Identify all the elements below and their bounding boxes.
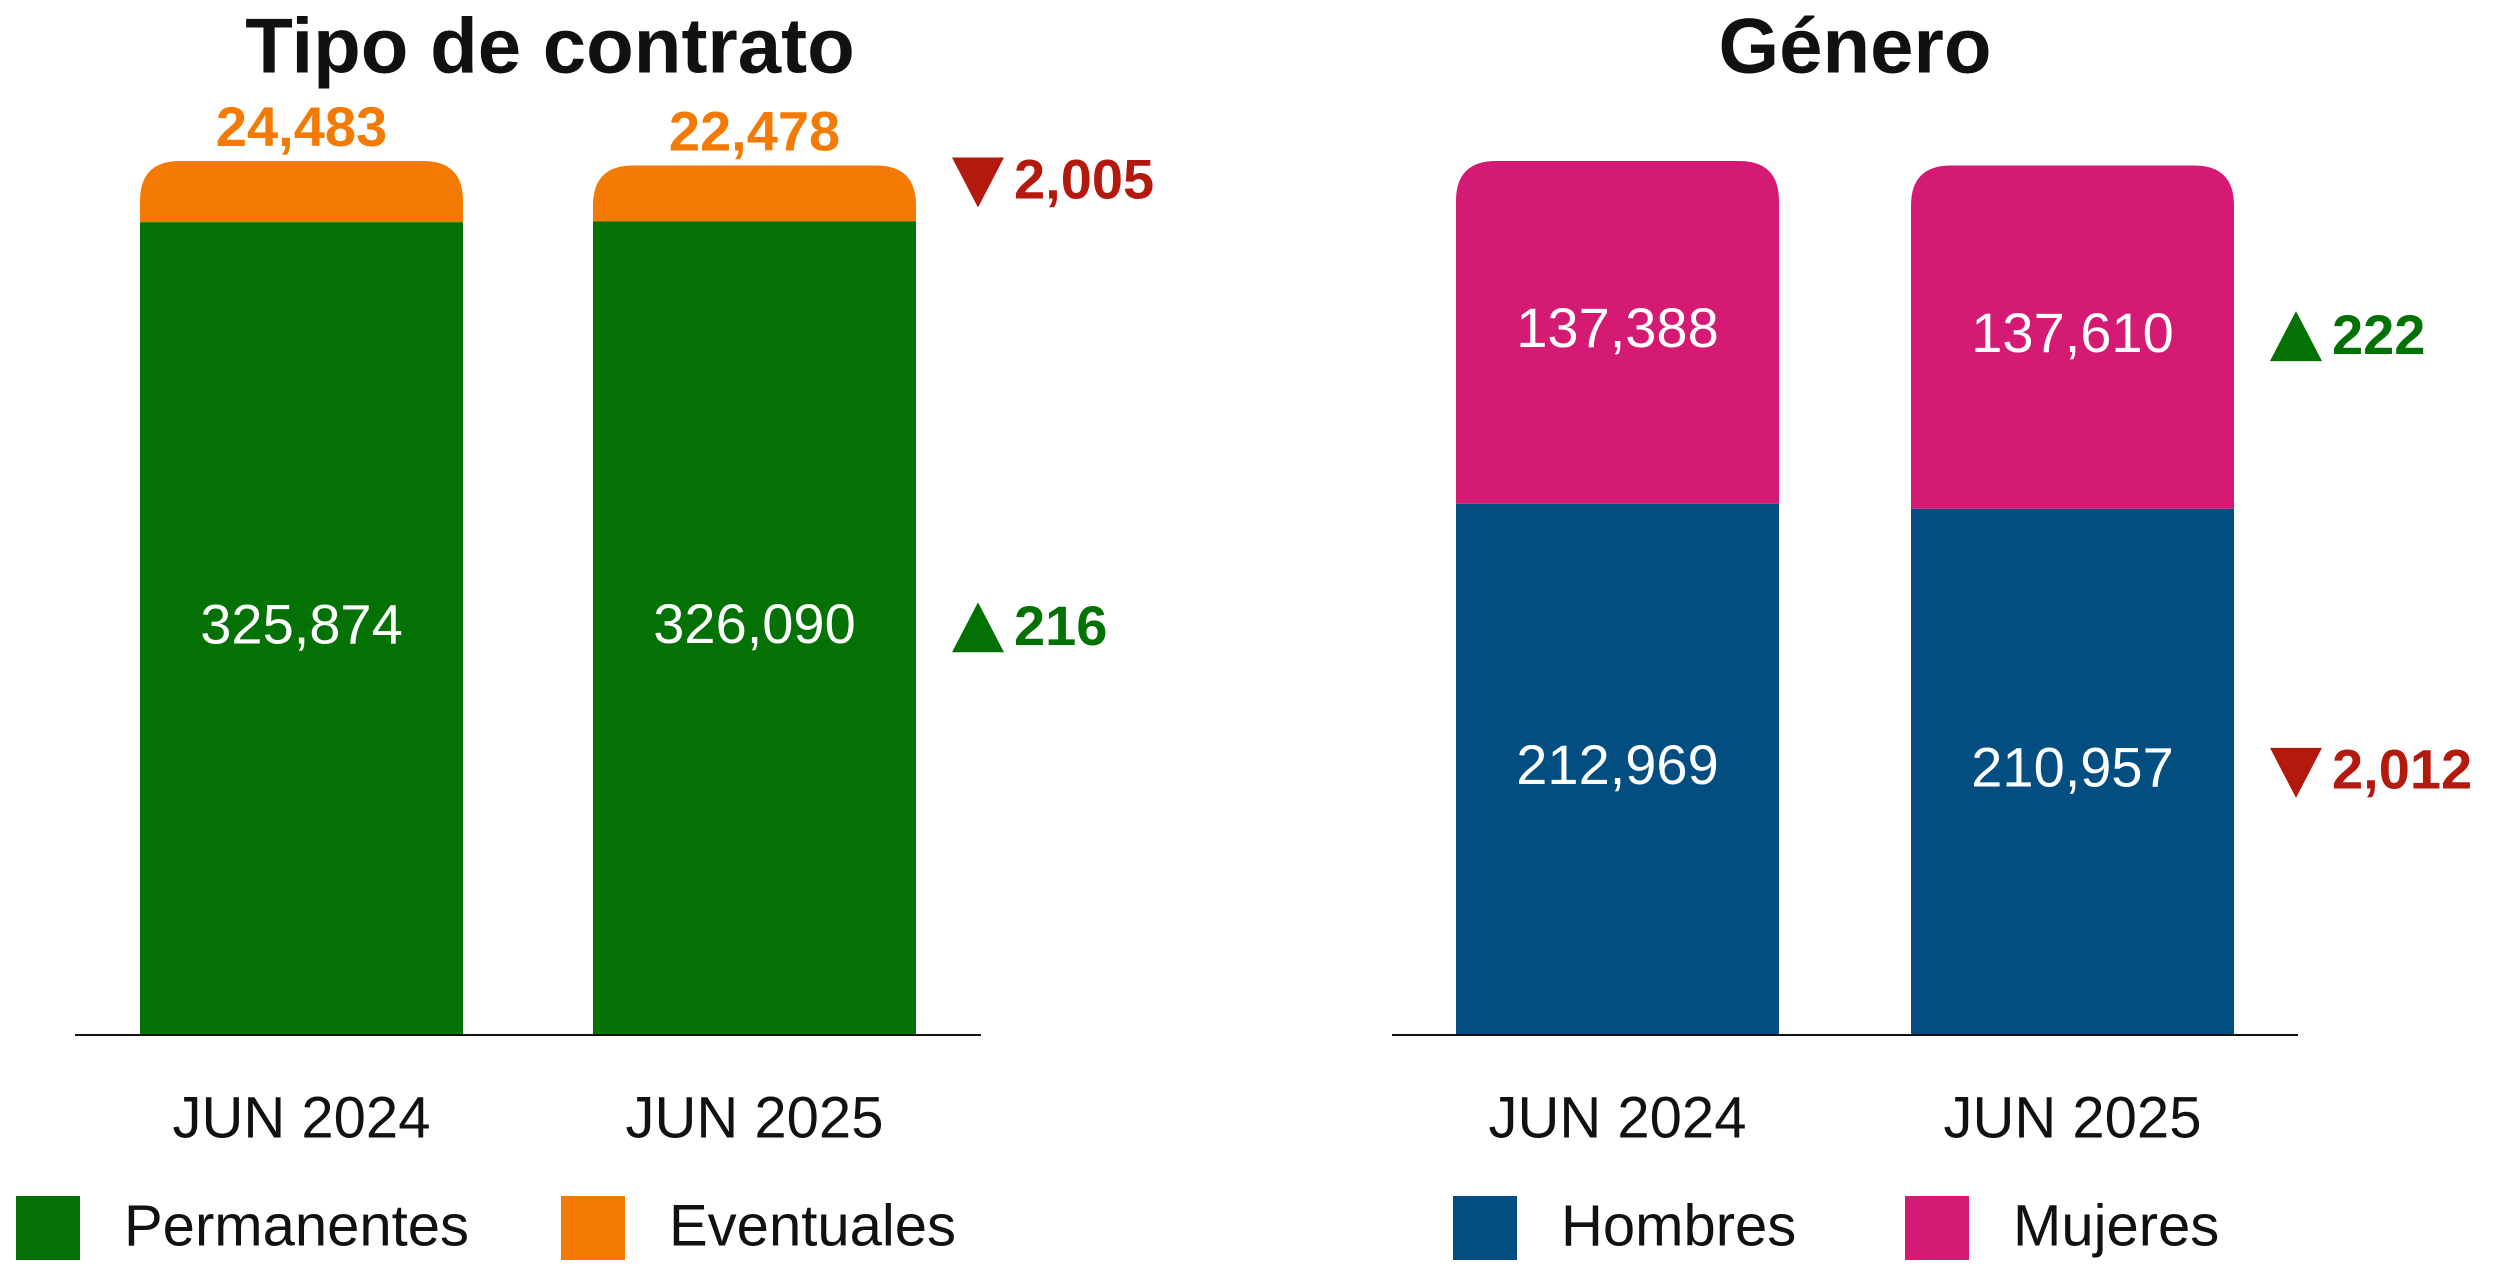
change-arrow	[2270, 311, 2322, 362]
value-label: 24,483	[216, 95, 387, 158]
legend-label: Hombres	[1561, 1193, 1796, 1258]
change-label: 216	[1014, 594, 1107, 657]
bar-segment	[593, 221, 916, 1035]
change-label: 222	[2332, 303, 2425, 366]
bar-segment	[1456, 161, 1779, 504]
change-label: 2,005	[1014, 147, 1154, 210]
change-arrow	[952, 602, 1004, 653]
bar-segment	[593, 165, 916, 222]
x-tick-label: JUN 2024	[1489, 1085, 1747, 1150]
chart-title: Género	[1718, 2, 1991, 90]
value-label: 326,090	[653, 592, 855, 655]
x-tick-label: JUN 2025	[1944, 1085, 2202, 1150]
value-label: 210,957	[1971, 736, 2173, 799]
legend-swatch	[16, 1196, 80, 1260]
bar-segment	[1456, 503, 1779, 1035]
legend-label: Eventuales	[669, 1193, 956, 1258]
bar-segment	[1911, 165, 2234, 509]
change-arrow	[2270, 747, 2322, 798]
change-label: 2,012	[2332, 738, 2472, 801]
legend-label: Permanentes	[124, 1193, 469, 1258]
legend-swatch	[1453, 1196, 1517, 1260]
chart-title: Tipo de contrato	[245, 2, 855, 90]
legend-label: Mujeres	[2013, 1193, 2219, 1258]
change-arrow	[952, 157, 1004, 208]
x-tick-label: JUN 2025	[626, 1085, 884, 1150]
bar-segment	[140, 222, 463, 1035]
value-label: 22,478	[669, 99, 840, 162]
legend-swatch	[561, 1196, 625, 1260]
legend-swatch	[1905, 1196, 1969, 1260]
value-label: 137,610	[1971, 301, 2173, 364]
value-label: 212,969	[1516, 733, 1718, 796]
value-label: 137,388	[1516, 296, 1718, 359]
bar-segment	[1911, 508, 2234, 1035]
value-label: 325,874	[200, 592, 402, 655]
x-tick-label: JUN 2024	[173, 1085, 431, 1150]
bar-segment	[140, 161, 463, 223]
